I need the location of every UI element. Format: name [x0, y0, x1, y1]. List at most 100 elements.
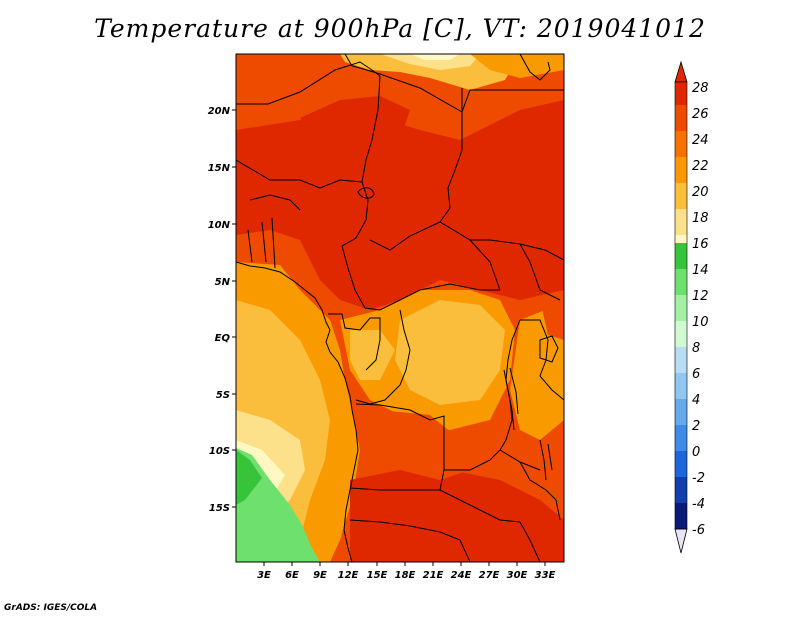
- field-south-hot: [350, 470, 564, 562]
- border-car: [369, 221, 501, 291]
- colorbar-label: 6: [692, 367, 700, 382]
- colorbar-segment: [675, 131, 687, 157]
- border-namibia: [349, 519, 471, 562]
- colorbar-outline: [674, 81, 688, 530]
- lon-label: 15E: [367, 570, 388, 581]
- lake-chad: [357, 187, 375, 199]
- border-cameroon: [341, 245, 381, 311]
- colorbar-label: 28: [692, 81, 709, 96]
- coastline-west: [236, 261, 359, 562]
- field-congo-20: [395, 300, 505, 405]
- border-uganda-kenya: [520, 319, 549, 377]
- colorbar-segment: [675, 157, 687, 183]
- border-ethiopia: [519, 243, 561, 301]
- border-burkina: [249, 194, 301, 211]
- lat-label: 15N: [208, 163, 231, 174]
- lon-label: 12E: [338, 570, 359, 581]
- colorbar-label: 26: [692, 107, 709, 122]
- lat-label: EQ: [215, 333, 231, 344]
- border-zambia-zim: [439, 489, 521, 523]
- red-sea-coast: [519, 54, 551, 81]
- border-mozambique: [519, 461, 561, 521]
- colorbar-segment: [675, 451, 687, 477]
- colorbar-segment: [675, 425, 687, 451]
- lon-label: 33E: [535, 570, 556, 581]
- colorbar-segment: [675, 243, 687, 269]
- border-mali-niger: [236, 159, 300, 181]
- colorbar-segment: [675, 347, 687, 373]
- map-frame: [235, 53, 565, 563]
- border-angola-south: [349, 469, 445, 491]
- colorbar-segment: [675, 82, 687, 105]
- colorbar-label: 14: [692, 263, 709, 278]
- lat-label: 20N: [208, 106, 231, 117]
- colorbar-segment: [675, 477, 687, 503]
- border-chad-sudan: [439, 112, 463, 223]
- colorbar-segment: [675, 295, 687, 321]
- colorbar-label: 4: [692, 393, 700, 408]
- border-car-drc: [379, 283, 500, 311]
- border-libya: [344, 54, 463, 113]
- border-zambia: [444, 449, 541, 471]
- lon-axis: 3E 6E 9E 12E 15E 18E 21E 24E 27E 30E 33E: [257, 562, 556, 581]
- lon-label: 9E: [313, 570, 327, 581]
- colorbar-bottom-arrow: [674, 528, 688, 554]
- lon-label: 21E: [423, 570, 444, 581]
- border-egypt-sudan: [461, 88, 564, 113]
- colorbar: 28 26 24 22 20 18 16 14 12 10 8 6 4 2 0 …: [674, 60, 709, 554]
- grads-credit: GrADS: IGES/COLA: [4, 603, 98, 613]
- colorbar-label: 10: [692, 315, 709, 330]
- lat-label: 10S: [209, 446, 230, 457]
- colorbar-segment: [675, 235, 687, 243]
- lat-label: 15S: [209, 503, 230, 514]
- field-east-22: [510, 310, 564, 440]
- border-nigeria: [299, 179, 369, 247]
- field-sw-ocean-dark: [236, 450, 262, 505]
- chart-title: Temperature at 900hPa [C], VT: 201904101…: [94, 14, 706, 43]
- field-hot-core: [236, 100, 564, 310]
- border-algeria-niger: [236, 61, 381, 105]
- colorbar-segment: [675, 321, 687, 347]
- colorbar-segment: [675, 373, 687, 399]
- colorbar-segment: [675, 183, 687, 209]
- colorbar-label: 18: [692, 211, 709, 226]
- colorbar-label: 24: [692, 133, 709, 148]
- lat-label: 10N: [208, 220, 231, 231]
- field-east-24: [540, 290, 564, 340]
- border-ghana-togo: [247, 217, 276, 269]
- lon-label: 3E: [257, 570, 271, 581]
- colorbar-label: 20: [692, 185, 709, 200]
- colorbar-segment: [675, 209, 687, 235]
- lake-victoria: [539, 335, 559, 363]
- colorbar-label: 0: [692, 445, 700, 460]
- border-niger-chad: [361, 75, 381, 183]
- field-ne-22: [470, 54, 564, 78]
- lat-axis: 20N 15N 10N 5N EQ 5S 10S 15S: [208, 106, 236, 514]
- field-congo-20b: [350, 330, 395, 380]
- field-north-16: [410, 54, 460, 60]
- border-gabon-congo: [328, 313, 381, 371]
- colorbar-label: 22: [692, 159, 709, 174]
- colorbar-segment: [675, 399, 687, 425]
- lake-tanganyika: [503, 367, 519, 431]
- border-zim-moz: [519, 521, 541, 562]
- lat-label: 5S: [216, 390, 230, 401]
- lon-label: 18E: [395, 570, 416, 581]
- colorbar-label: 8: [692, 341, 700, 356]
- border-tanzania: [539, 375, 564, 401]
- field-north-18: [380, 54, 480, 70]
- map-boundaries: [236, 54, 564, 562]
- field-south-24: [380, 410, 470, 480]
- lon-label: 30E: [507, 570, 528, 581]
- lon-label: 24E: [451, 570, 472, 581]
- colorbar-segment: [675, 503, 687, 529]
- lat-label: 5N: [215, 277, 231, 288]
- colorbar-label: -4: [692, 497, 705, 512]
- lake-malawi: [539, 439, 553, 481]
- border-angola-drc: [355, 403, 445, 470]
- lon-label: 27E: [479, 570, 500, 581]
- temperature-field: [236, 54, 564, 562]
- colorbar-segment: [675, 105, 687, 131]
- colorbar-label: 12: [692, 289, 709, 304]
